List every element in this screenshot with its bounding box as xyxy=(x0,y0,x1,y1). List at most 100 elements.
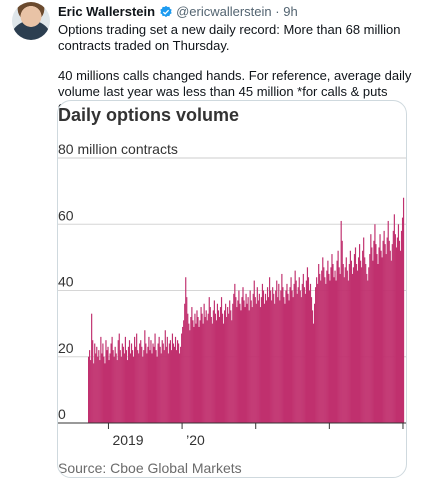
volume-bar xyxy=(310,297,313,423)
volume-bar xyxy=(91,313,93,423)
volume-bar xyxy=(272,287,274,423)
volume-bar xyxy=(397,224,400,423)
volume-bar xyxy=(370,234,372,423)
volume-bar xyxy=(292,297,294,423)
volume-bar xyxy=(320,280,322,423)
volume-bar xyxy=(114,346,116,423)
volume-bar xyxy=(142,356,144,423)
volume-bar xyxy=(190,317,192,423)
volume-bar xyxy=(219,307,222,423)
volume-bar xyxy=(175,350,178,423)
volume-bar xyxy=(112,350,114,423)
volume-bar xyxy=(196,310,198,423)
volume-bar xyxy=(294,270,296,423)
volume-bar xyxy=(374,224,376,423)
volume-bar xyxy=(247,297,249,423)
volume-bar xyxy=(171,333,174,423)
separator-dot: · xyxy=(275,4,280,19)
volume-bar xyxy=(106,350,108,423)
volume-bar xyxy=(364,257,366,423)
volume-bar xyxy=(174,336,177,423)
volume-bar xyxy=(215,320,218,423)
volume-bar xyxy=(122,346,124,423)
volume-bar xyxy=(252,293,254,423)
author-name[interactable]: Eric Wallerstein xyxy=(58,4,156,19)
volume-bar xyxy=(359,244,361,423)
tweet-paragraph-2: 40 millions calls changed hands. For ref… xyxy=(58,68,412,114)
volume-bar xyxy=(290,277,292,423)
volume-bar xyxy=(191,307,193,423)
volume-bar xyxy=(337,250,339,423)
volume-bar xyxy=(355,264,358,423)
y-tick-label: 0 xyxy=(58,406,66,422)
volume-bar xyxy=(187,313,189,423)
timestamp[interactable]: 9h xyxy=(283,4,298,19)
volume-bar xyxy=(311,310,314,423)
volume-bar xyxy=(318,264,320,423)
volume-bar xyxy=(297,287,299,423)
volume-bar xyxy=(330,267,332,423)
volume-bar xyxy=(379,234,381,423)
volume-bar xyxy=(94,343,96,423)
volume-bar xyxy=(238,290,240,423)
volume-bar xyxy=(267,297,270,423)
volume-bar xyxy=(277,297,279,423)
volume-bar xyxy=(116,360,118,423)
volume-bar xyxy=(346,270,348,423)
author-handle[interactable]: @ericwallerstein xyxy=(176,4,272,19)
volume-bar xyxy=(186,297,188,423)
volume-bar xyxy=(309,283,312,423)
volume-bar xyxy=(141,346,143,423)
verified-badge-icon xyxy=(160,5,172,18)
volume-bar xyxy=(216,303,219,423)
volume-bar xyxy=(317,283,319,423)
volume-bar xyxy=(146,353,148,423)
volume-bar xyxy=(110,343,112,423)
avatar[interactable] xyxy=(12,2,50,40)
volume-bar xyxy=(281,273,283,423)
volume-bar xyxy=(170,350,173,423)
chart-title: Daily options volume xyxy=(58,105,240,125)
volume-bar xyxy=(161,340,163,423)
volume-bar xyxy=(205,310,207,423)
volume-bar xyxy=(115,353,117,423)
volume-bar xyxy=(233,293,235,423)
volume-bar xyxy=(225,303,227,423)
volume-bar xyxy=(368,267,370,423)
volume-bar xyxy=(304,293,306,423)
tweet-header: Eric Wallerstein @ericwallerstein · 9h xyxy=(58,4,422,20)
volume-bar xyxy=(386,237,388,423)
volume-bar xyxy=(298,277,300,423)
volume-bar xyxy=(198,326,200,423)
volume-bar xyxy=(130,343,133,423)
chart-unit-label: 80 million contracts xyxy=(58,141,178,157)
volume-bar xyxy=(338,267,340,423)
chart-card[interactable]: 0 20 40 60 2019 ’20 Daily options volume 80 m… xyxy=(57,100,407,478)
volume-bar xyxy=(314,303,316,423)
volume-bar xyxy=(213,300,215,423)
volume-bar xyxy=(280,290,282,423)
volume-bar xyxy=(157,343,159,423)
volume-bar xyxy=(276,280,278,423)
volume-bar xyxy=(239,303,241,423)
volume-bar xyxy=(391,244,393,423)
volume-bar xyxy=(402,197,405,423)
volume-bar xyxy=(124,336,126,423)
volume-bar xyxy=(325,283,327,423)
volume-bar xyxy=(209,307,211,423)
volume-bar xyxy=(334,270,336,423)
volume-bar xyxy=(193,326,195,423)
volume-bar xyxy=(217,310,220,423)
volume-bar xyxy=(388,240,390,423)
volume-bar xyxy=(227,307,229,423)
chart-source: Source: Cboe Global Markets xyxy=(58,460,242,476)
volume-bar xyxy=(380,250,382,423)
volume-bar xyxy=(202,323,204,423)
volume-bar xyxy=(149,350,151,423)
volume-bar xyxy=(105,340,107,423)
volume-bar xyxy=(259,307,261,423)
volume-bar xyxy=(173,346,176,423)
volume-bar xyxy=(353,254,356,423)
volume-bar xyxy=(119,350,121,423)
volume-bar xyxy=(151,353,153,423)
